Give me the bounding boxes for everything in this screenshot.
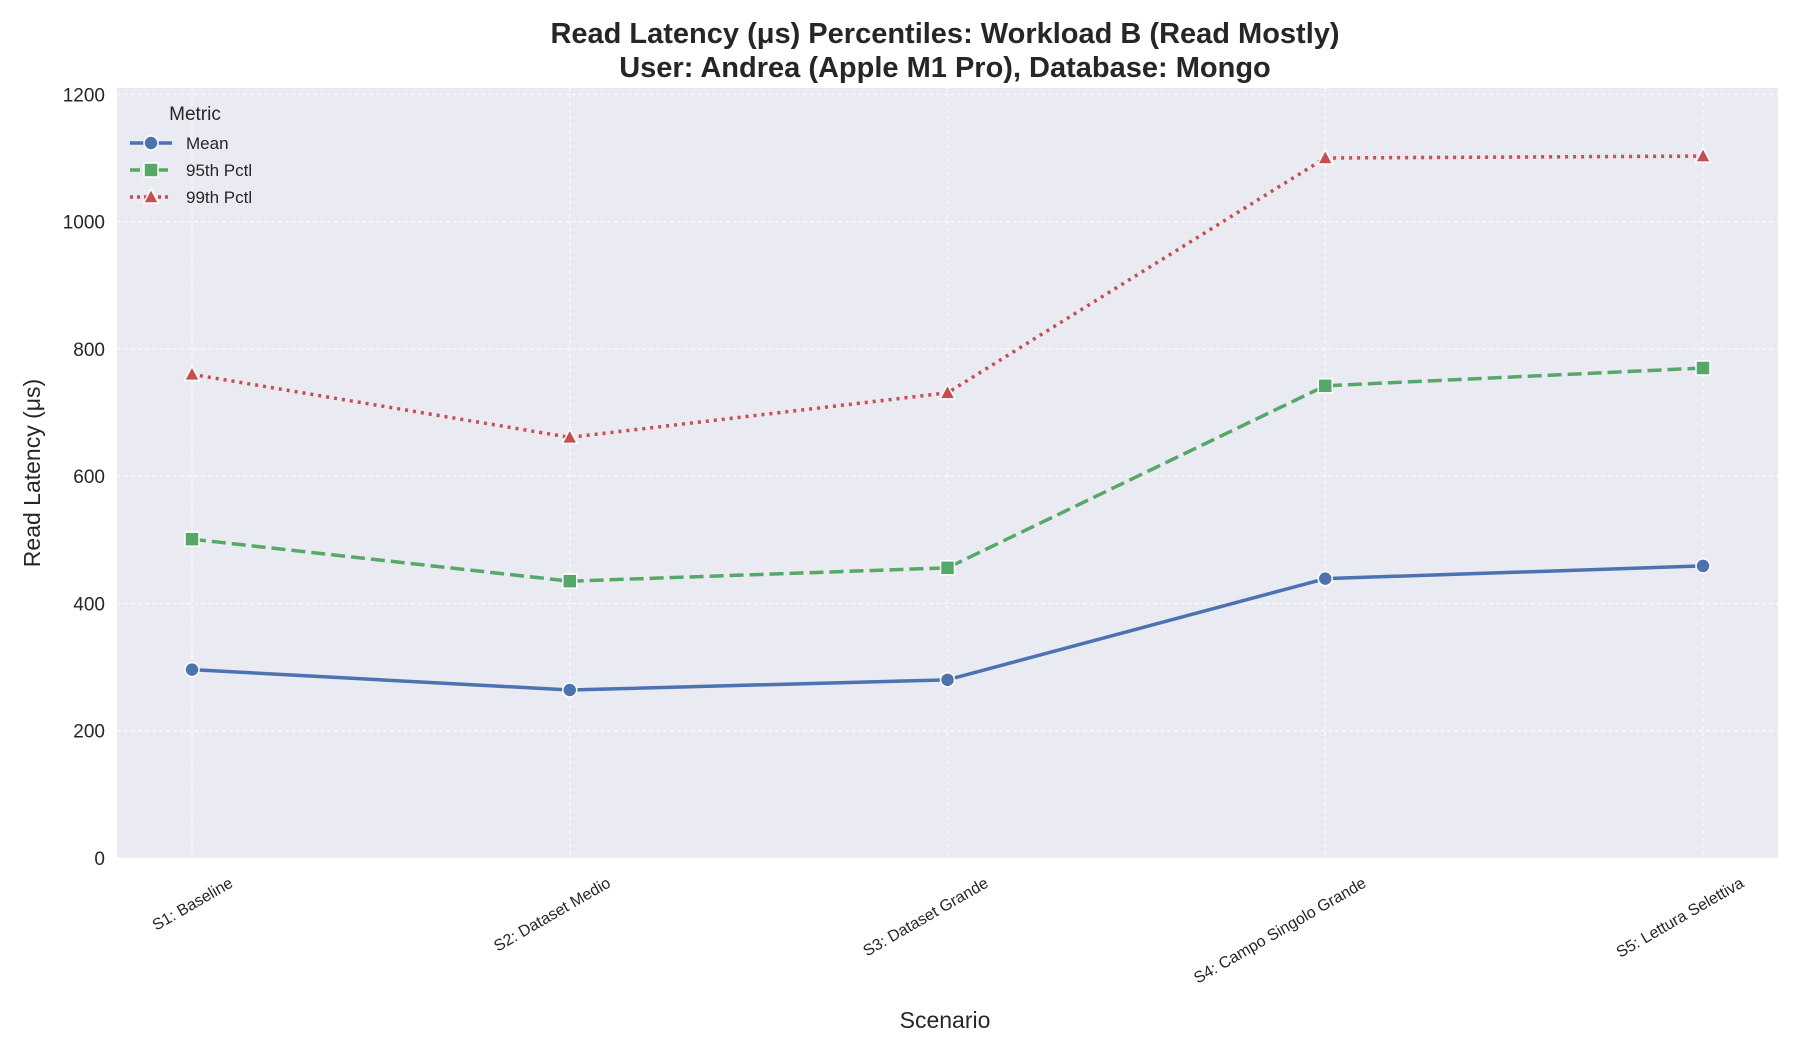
legend-item: 99th Pctl <box>130 187 252 207</box>
legend: Metric Mean 95th Pctl 99th Pctl <box>130 104 252 207</box>
y-tick-label: 0 <box>94 849 105 870</box>
y-tick-label: 1000 <box>63 213 105 234</box>
legend-marker <box>143 162 159 178</box>
data-point <box>938 383 957 400</box>
series-95th-pctl <box>184 360 1711 589</box>
data-point <box>1316 148 1335 165</box>
grid-lines <box>117 88 1778 859</box>
data-point <box>1317 570 1333 587</box>
legend-item: Mean <box>130 134 229 153</box>
legend-label: Mean <box>186 134 229 153</box>
data-point <box>183 364 201 382</box>
data-point <box>184 531 200 547</box>
data-point <box>1695 558 1711 574</box>
series-layer <box>183 146 1712 698</box>
series-99th-pctl <box>183 146 1712 445</box>
x-tick-label: S1: Baseline <box>150 875 236 935</box>
chart-title-line2: User: Andrea (Apple M1 Pro), Database: M… <box>619 52 1271 84</box>
data-point <box>1317 378 1333 394</box>
x-tick-label: S5: Lettura Selettiva <box>1614 875 1747 962</box>
data-point <box>1695 360 1711 376</box>
series-line <box>191 366 1704 583</box>
data-point <box>939 672 956 688</box>
x-tick-label: S4: Campo Singolo Grande <box>1191 875 1369 988</box>
legend-marker <box>142 187 160 204</box>
legend-item: 95th Pctl <box>130 161 252 180</box>
y-tick-label: 400 <box>73 594 105 615</box>
x-tick-label: S2: Dataset Medio <box>491 875 614 956</box>
data-point <box>939 560 956 576</box>
y-axis-label: Read Latency (μs) <box>19 379 45 567</box>
y-tick-label: 800 <box>73 340 105 361</box>
data-point <box>560 427 579 445</box>
data-point <box>184 661 200 678</box>
legend-marker <box>143 135 159 151</box>
x-axis-ticks: S1: Baseline S2: Dataset Medio S3: Dataset… <box>150 875 1747 988</box>
chart-title-line1: Read Latency (μs) Percentiles: Workload … <box>550 18 1339 50</box>
y-tick-label: 1200 <box>63 85 105 106</box>
data-point <box>562 573 578 589</box>
data-point <box>1694 146 1712 163</box>
x-axis-label: Scenario <box>900 1007 991 1033</box>
y-tick-label: 600 <box>73 467 105 488</box>
x-tick-label: S3: Dataset Grande <box>861 875 992 960</box>
legend-label: 99th Pctl <box>186 188 252 207</box>
y-axis-ticks: 0 200 400 600 800 1000 1200 <box>63 85 105 870</box>
series-mean <box>184 558 1711 698</box>
y-tick-label: 200 <box>73 722 105 743</box>
legend-label: 95th Pctl <box>186 161 252 180</box>
legend-title: Metric <box>169 104 221 125</box>
data-point <box>562 682 578 698</box>
